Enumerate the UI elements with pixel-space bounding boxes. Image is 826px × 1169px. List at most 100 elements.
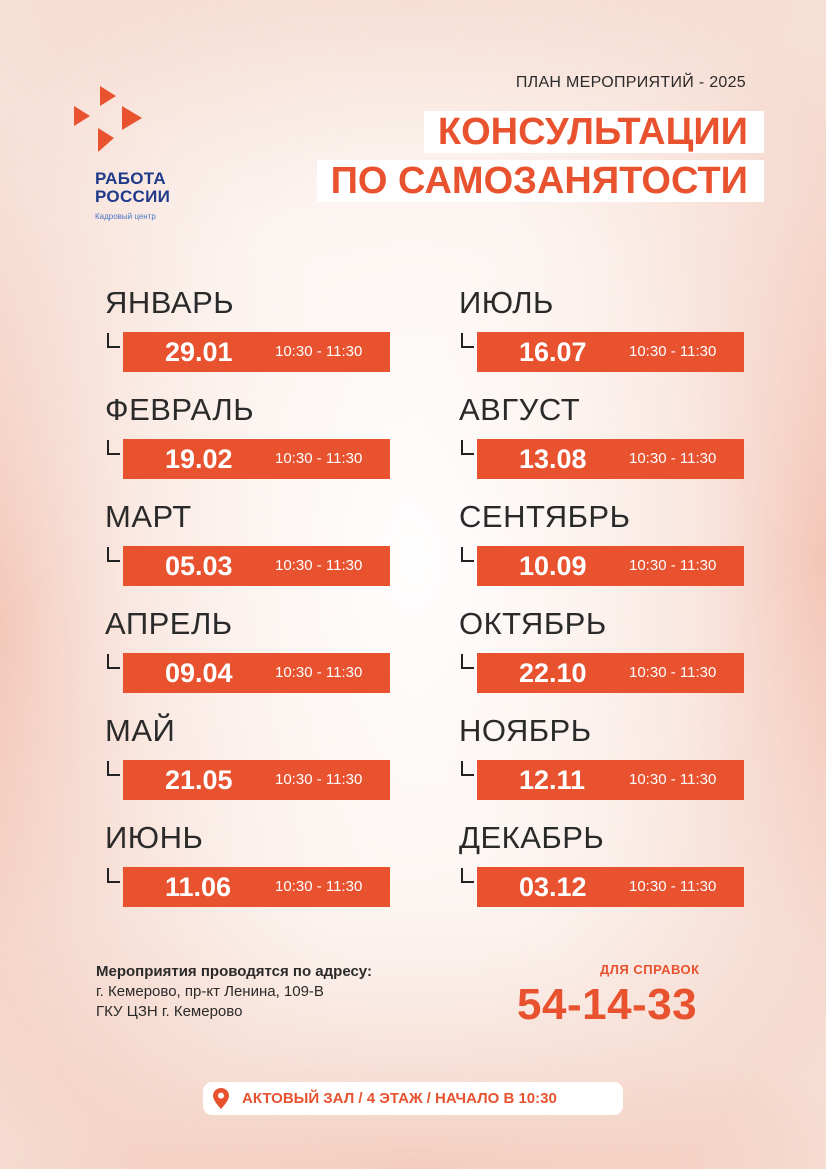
location-pin-icon: [213, 1088, 229, 1109]
date-bar: 22.10 10:30 - 11:30: [477, 653, 744, 693]
month-name: НОЯБРЬ: [459, 713, 592, 748]
month-name: МАЙ: [105, 713, 176, 748]
date-bar: 03.12 10:30 - 11:30: [477, 867, 744, 907]
month-name: ЯНВАРЬ: [105, 285, 235, 320]
event-time: 10:30 - 11:30: [275, 878, 363, 895]
month-date-row: 03.12 10:30 - 11:30: [459, 866, 759, 908]
date-bar: 10.09 10:30 - 11:30: [477, 546, 744, 586]
event-time: 10:30 - 11:30: [629, 450, 717, 467]
month-date-row: 16.07 10:30 - 11:30: [459, 331, 759, 373]
event-date: 05.03: [165, 551, 233, 581]
corner-arrow-icon: [107, 868, 120, 883]
logo-line2: РОССИИ: [95, 187, 171, 206]
month-date-row: 11.06 10:30 - 11:30: [105, 866, 405, 908]
event-time: 10:30 - 11:30: [275, 771, 363, 788]
month-date-row: 22.10 10:30 - 11:30: [459, 652, 759, 694]
month-name: АВГУСТ: [459, 392, 581, 427]
month-date-row: 29.01 10:30 - 11:30: [105, 331, 405, 373]
corner-arrow-icon: [107, 333, 120, 348]
contact-phone: 54-14-33: [517, 980, 698, 1029]
month-date-row: 10.09 10:30 - 11:30: [459, 545, 759, 587]
address-block: Мероприятия проводятся по адресу: г. Кем…: [96, 962, 372, 1022]
date-bar: 19.02 10:30 - 11:30: [123, 439, 390, 479]
month-block: ЯНВАРЬ 29.01 10:30 - 11:30: [105, 283, 405, 373]
month-date-row: 09.04 10:30 - 11:30: [105, 652, 405, 694]
month-name: ФЕВРАЛЬ: [105, 392, 255, 427]
event-date: 09.04: [165, 658, 233, 688]
event-date: 12.11: [519, 765, 586, 795]
date-bar: 11.06 10:30 - 11:30: [123, 867, 390, 907]
address-heading: Мероприятия проводятся по адресу:: [96, 963, 372, 980]
month-name: АПРЕЛЬ: [105, 606, 233, 641]
corner-arrow-icon: [461, 440, 474, 455]
month-block: ДЕКАБРЬ 03.12 10:30 - 11:30: [459, 818, 759, 908]
month-name: ИЮЛЬ: [459, 285, 554, 320]
date-bar: 12.11 10:30 - 11:30: [477, 760, 744, 800]
month-block: АПРЕЛЬ 09.04 10:30 - 11:30: [105, 604, 405, 694]
month-block: НОЯБРЬ 12.11 10:30 - 11:30: [459, 711, 759, 801]
month-block: СЕНТЯБРЬ 10.09 10:30 - 11:30: [459, 497, 759, 587]
month-name: МАРТ: [105, 499, 192, 534]
corner-arrow-icon: [107, 654, 120, 669]
event-time: 10:30 - 11:30: [629, 878, 717, 895]
month-date-row: 05.03 10:30 - 11:30: [105, 545, 405, 587]
date-bar: 13.08 10:30 - 11:30: [477, 439, 744, 479]
month-block: АВГУСТ 13.08 10:30 - 11:30: [459, 390, 759, 480]
corner-arrow-icon: [107, 440, 120, 455]
event-time: 10:30 - 11:30: [629, 557, 717, 574]
month-block: МАЙ 21.05 10:30 - 11:30: [105, 711, 405, 801]
date-bar: 29.01 10:30 - 11:30: [123, 332, 390, 372]
month-date-row: 19.02 10:30 - 11:30: [105, 438, 405, 480]
corner-arrow-icon: [107, 761, 120, 776]
title-line-1: КОНСУЛЬТАЦИИ: [423, 111, 764, 153]
address-line-2: ГКУ ЦЗН г. Кемерово: [96, 1003, 243, 1020]
event-date: 29.01: [165, 337, 233, 367]
event-date: 19.02: [165, 444, 233, 474]
month-name: ОКТЯБРЬ: [459, 606, 607, 641]
event-time: 10:30 - 11:30: [629, 771, 717, 788]
event-date: 22.10: [519, 658, 587, 688]
event-time: 10:30 - 11:30: [275, 664, 363, 681]
event-date: 16.07: [519, 337, 587, 367]
month-block: ФЕВРАЛЬ 19.02 10:30 - 11:30: [105, 390, 405, 480]
corner-arrow-icon: [461, 547, 474, 562]
event-time: 10:30 - 11:30: [629, 343, 717, 360]
month-date-row: 12.11 10:30 - 11:30: [459, 759, 759, 801]
corner-arrow-icon: [461, 333, 474, 348]
logo-title: РАБОТА РОССИИ: [95, 170, 170, 206]
month-name: ИЮНЬ: [105, 820, 204, 855]
logo-arrows-icon: [74, 86, 142, 152]
month-date-row: 13.08 10:30 - 11:30: [459, 438, 759, 480]
corner-arrow-icon: [461, 654, 474, 669]
event-time: 10:30 - 11:30: [629, 664, 717, 681]
title-line-2: ПО САМОЗАНЯТОСТИ: [316, 160, 764, 202]
plan-label: ПЛАН МЕРОПРИЯТИЙ - 2025: [515, 74, 746, 91]
month-name: ДЕКАБРЬ: [459, 820, 605, 855]
month-block: ОКТЯБРЬ 22.10 10:30 - 11:30: [459, 604, 759, 694]
event-date: 21.05: [165, 765, 233, 795]
date-bar: 05.03 10:30 - 11:30: [123, 546, 390, 586]
event-time: 10:30 - 11:30: [275, 557, 363, 574]
corner-arrow-icon: [461, 868, 474, 883]
date-bar: 16.07 10:30 - 11:30: [477, 332, 744, 372]
corner-arrow-icon: [461, 761, 474, 776]
month-block: ИЮНЬ 11.06 10:30 - 11:30: [105, 818, 405, 908]
month-block: ИЮЛЬ 16.07 10:30 - 11:30: [459, 283, 759, 373]
address-line-1: г. Кемерово, пр-кт Ленина, 109-В: [96, 983, 324, 1000]
corner-arrow-icon: [107, 547, 120, 562]
month-date-row: 21.05 10:30 - 11:30: [105, 759, 405, 801]
logo-line1: РАБОТА: [95, 169, 166, 188]
month-name: СЕНТЯБРЬ: [459, 499, 631, 534]
event-time: 10:30 - 11:30: [275, 450, 363, 467]
logo: РАБОТА РОССИИ Кадровый центр: [70, 82, 190, 227]
month-block: МАРТ 05.03 10:30 - 11:30: [105, 497, 405, 587]
footer-badge: АКТОВЫЙ ЗАЛ / 4 ЭТАЖ / НАЧАЛО В 10:30: [203, 1082, 623, 1115]
date-bar: 21.05 10:30 - 11:30: [123, 760, 390, 800]
logo-subtitle: Кадровый центр: [95, 212, 156, 221]
event-date: 11.06: [165, 872, 232, 902]
date-bar: 09.04 10:30 - 11:30: [123, 653, 390, 693]
event-date: 10.09: [519, 551, 587, 581]
contact-label: ДЛЯ СПРАВОК: [600, 962, 700, 977]
event-date: 03.12: [519, 872, 587, 902]
event-date: 13.08: [519, 444, 587, 474]
